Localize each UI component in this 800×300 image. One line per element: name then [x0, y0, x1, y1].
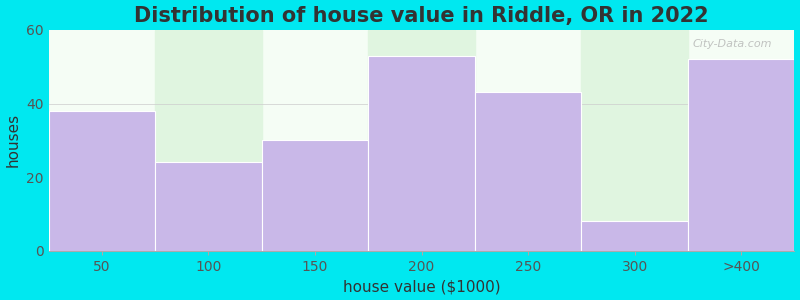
Bar — [155, 30, 262, 251]
Bar — [262, 140, 368, 251]
Bar — [368, 30, 474, 251]
Text: City-Data.com: City-Data.com — [693, 39, 772, 49]
Bar — [49, 111, 155, 251]
Bar — [688, 59, 794, 251]
Bar — [368, 56, 474, 251]
Bar — [155, 163, 262, 251]
Bar — [474, 92, 582, 251]
Bar — [582, 221, 688, 251]
Y-axis label: houses: houses — [6, 113, 21, 167]
Bar — [582, 30, 688, 251]
X-axis label: house value ($1000): house value ($1000) — [342, 279, 500, 294]
Title: Distribution of house value in Riddle, OR in 2022: Distribution of house value in Riddle, O… — [134, 6, 709, 26]
